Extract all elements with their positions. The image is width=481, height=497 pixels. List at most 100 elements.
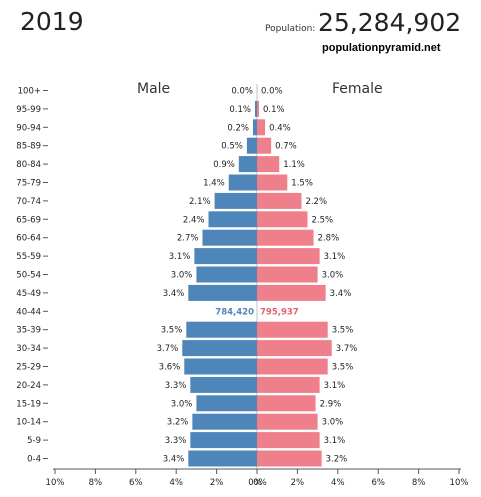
female-bar [257,192,302,209]
male-label: Male [137,81,170,97]
male-percent-label: 3.2% [167,418,189,428]
female-percent-label: 1.1% [283,160,305,170]
female-bar [257,376,320,393]
female-count-label: 795,937 [260,307,299,317]
female-percent-label: 2.2% [305,197,327,207]
female-percent-label: 0.0% [261,87,283,97]
male-bar [188,450,257,467]
age-group-label: 15-19 [16,399,41,409]
male-bar [228,174,257,191]
x-axis: 10% 8% 6% 4% 2% 0%0% 2% 4% 6% 8% 10% [43,84,468,488]
female-bar [257,450,322,467]
age-group-label: 100+ [18,87,41,97]
female-bar [257,432,320,449]
female-percent-label: 3.1% [324,381,346,391]
x-tick-label: 2% [291,478,305,488]
male-percent-label: 0.9% [213,160,235,170]
male-percent-label: 3.5% [161,326,183,336]
male-percent-label: 3.4% [163,289,185,299]
age-group-label: 65-69 [16,215,41,225]
age-group-label: 70-74 [16,197,41,207]
female-bar [257,248,320,265]
female-bar [257,358,328,375]
female-percent-label: 3.0% [322,271,344,281]
x-tick-label: 10% [450,478,469,488]
female-percent-label: 1.5% [291,179,313,189]
x-tick-label: 0% [253,478,267,488]
female-percent-label: 3.1% [324,252,346,262]
age-group-label: 60-64 [16,234,41,244]
x-tick-label: 10% [46,478,65,488]
x-tick-label: 6% [371,478,385,488]
bars [182,100,332,467]
age-group-label: 10-14 [16,418,41,428]
x-tick-label: 8% [89,478,103,488]
age-group-label: 80-84 [16,160,41,170]
male-bar [254,100,257,117]
male-percent-label: 3.1% [169,252,191,262]
female-bar [257,229,314,246]
male-bar [190,376,257,393]
x-tick-label: 8% [412,478,426,488]
female-percent-label: 2.8% [318,234,340,244]
female-bar [257,266,318,283]
male-bar [184,358,257,375]
male-bar [252,119,257,136]
population-label: Population: [265,24,315,34]
female-percent-label: 0.4% [269,123,291,133]
male-percent-label: 2.7% [177,234,199,244]
age-group-label: 55-59 [16,252,41,262]
female-percent-label: 3.0% [322,418,344,428]
chart-year: 2019 [20,7,84,36]
age-group-label: 0-4 [27,455,41,465]
age-group-label: 95-99 [16,105,41,115]
male-bar [192,413,257,430]
source-site: populationpyramid.net [322,42,441,54]
labels: 100+ 0.0% 0.0% 95-99 0.1% 0.1% 90-94 0.2% 0.4% 85… [16,87,357,465]
female-percent-label: 3.4% [330,289,352,299]
x-tick-label: 6% [129,478,143,488]
female-bar [257,211,308,228]
male-bar [246,137,257,154]
female-label: Female [332,81,383,97]
male-percent-label: 3.6% [159,363,181,373]
male-percent-label: 0.0% [231,87,253,97]
female-percent-label: 3.5% [332,326,354,336]
male-bar [188,284,257,301]
male-percent-label: 3.0% [171,399,193,409]
female-bar [257,156,280,173]
age-group-label: 90-94 [16,123,41,133]
age-group-label: 25-29 [16,363,41,373]
male-percent-label: 3.0% [171,271,193,281]
male-count-label: 784,420 [215,307,254,317]
male-percent-label: 3.3% [165,381,187,391]
female-bar [257,174,288,191]
female-percent-label: 0.7% [275,142,297,152]
x-tick-label: 2% [210,478,224,488]
male-bar [208,211,257,228]
female-bar [257,395,316,412]
age-group-label: 50-54 [16,271,41,281]
male-percent-label: 0.1% [229,105,251,115]
female-percent-label: 2.9% [320,399,342,409]
male-bar [196,395,257,412]
age-group-label: 40-44 [16,307,41,317]
male-percent-label: 2.4% [183,215,205,225]
male-percent-label: 3.4% [163,455,185,465]
female-percent-label: 3.1% [324,436,346,446]
male-bar [186,321,257,338]
male-bar [238,156,257,173]
x-tick-label: 4% [169,478,183,488]
female-percent-label: 0.1% [263,105,285,115]
age-group-label: 5-9 [27,436,41,446]
female-bar [257,321,328,338]
female-percent-label: 3.7% [336,344,358,354]
male-bar [214,192,257,209]
female-percent-label: 3.2% [326,455,348,465]
male-bar [182,340,257,357]
male-percent-label: 1.4% [203,179,225,189]
male-bar [194,248,257,265]
female-bar [257,284,326,301]
male-bar [190,432,257,449]
age-group-label: 45-49 [16,289,41,299]
